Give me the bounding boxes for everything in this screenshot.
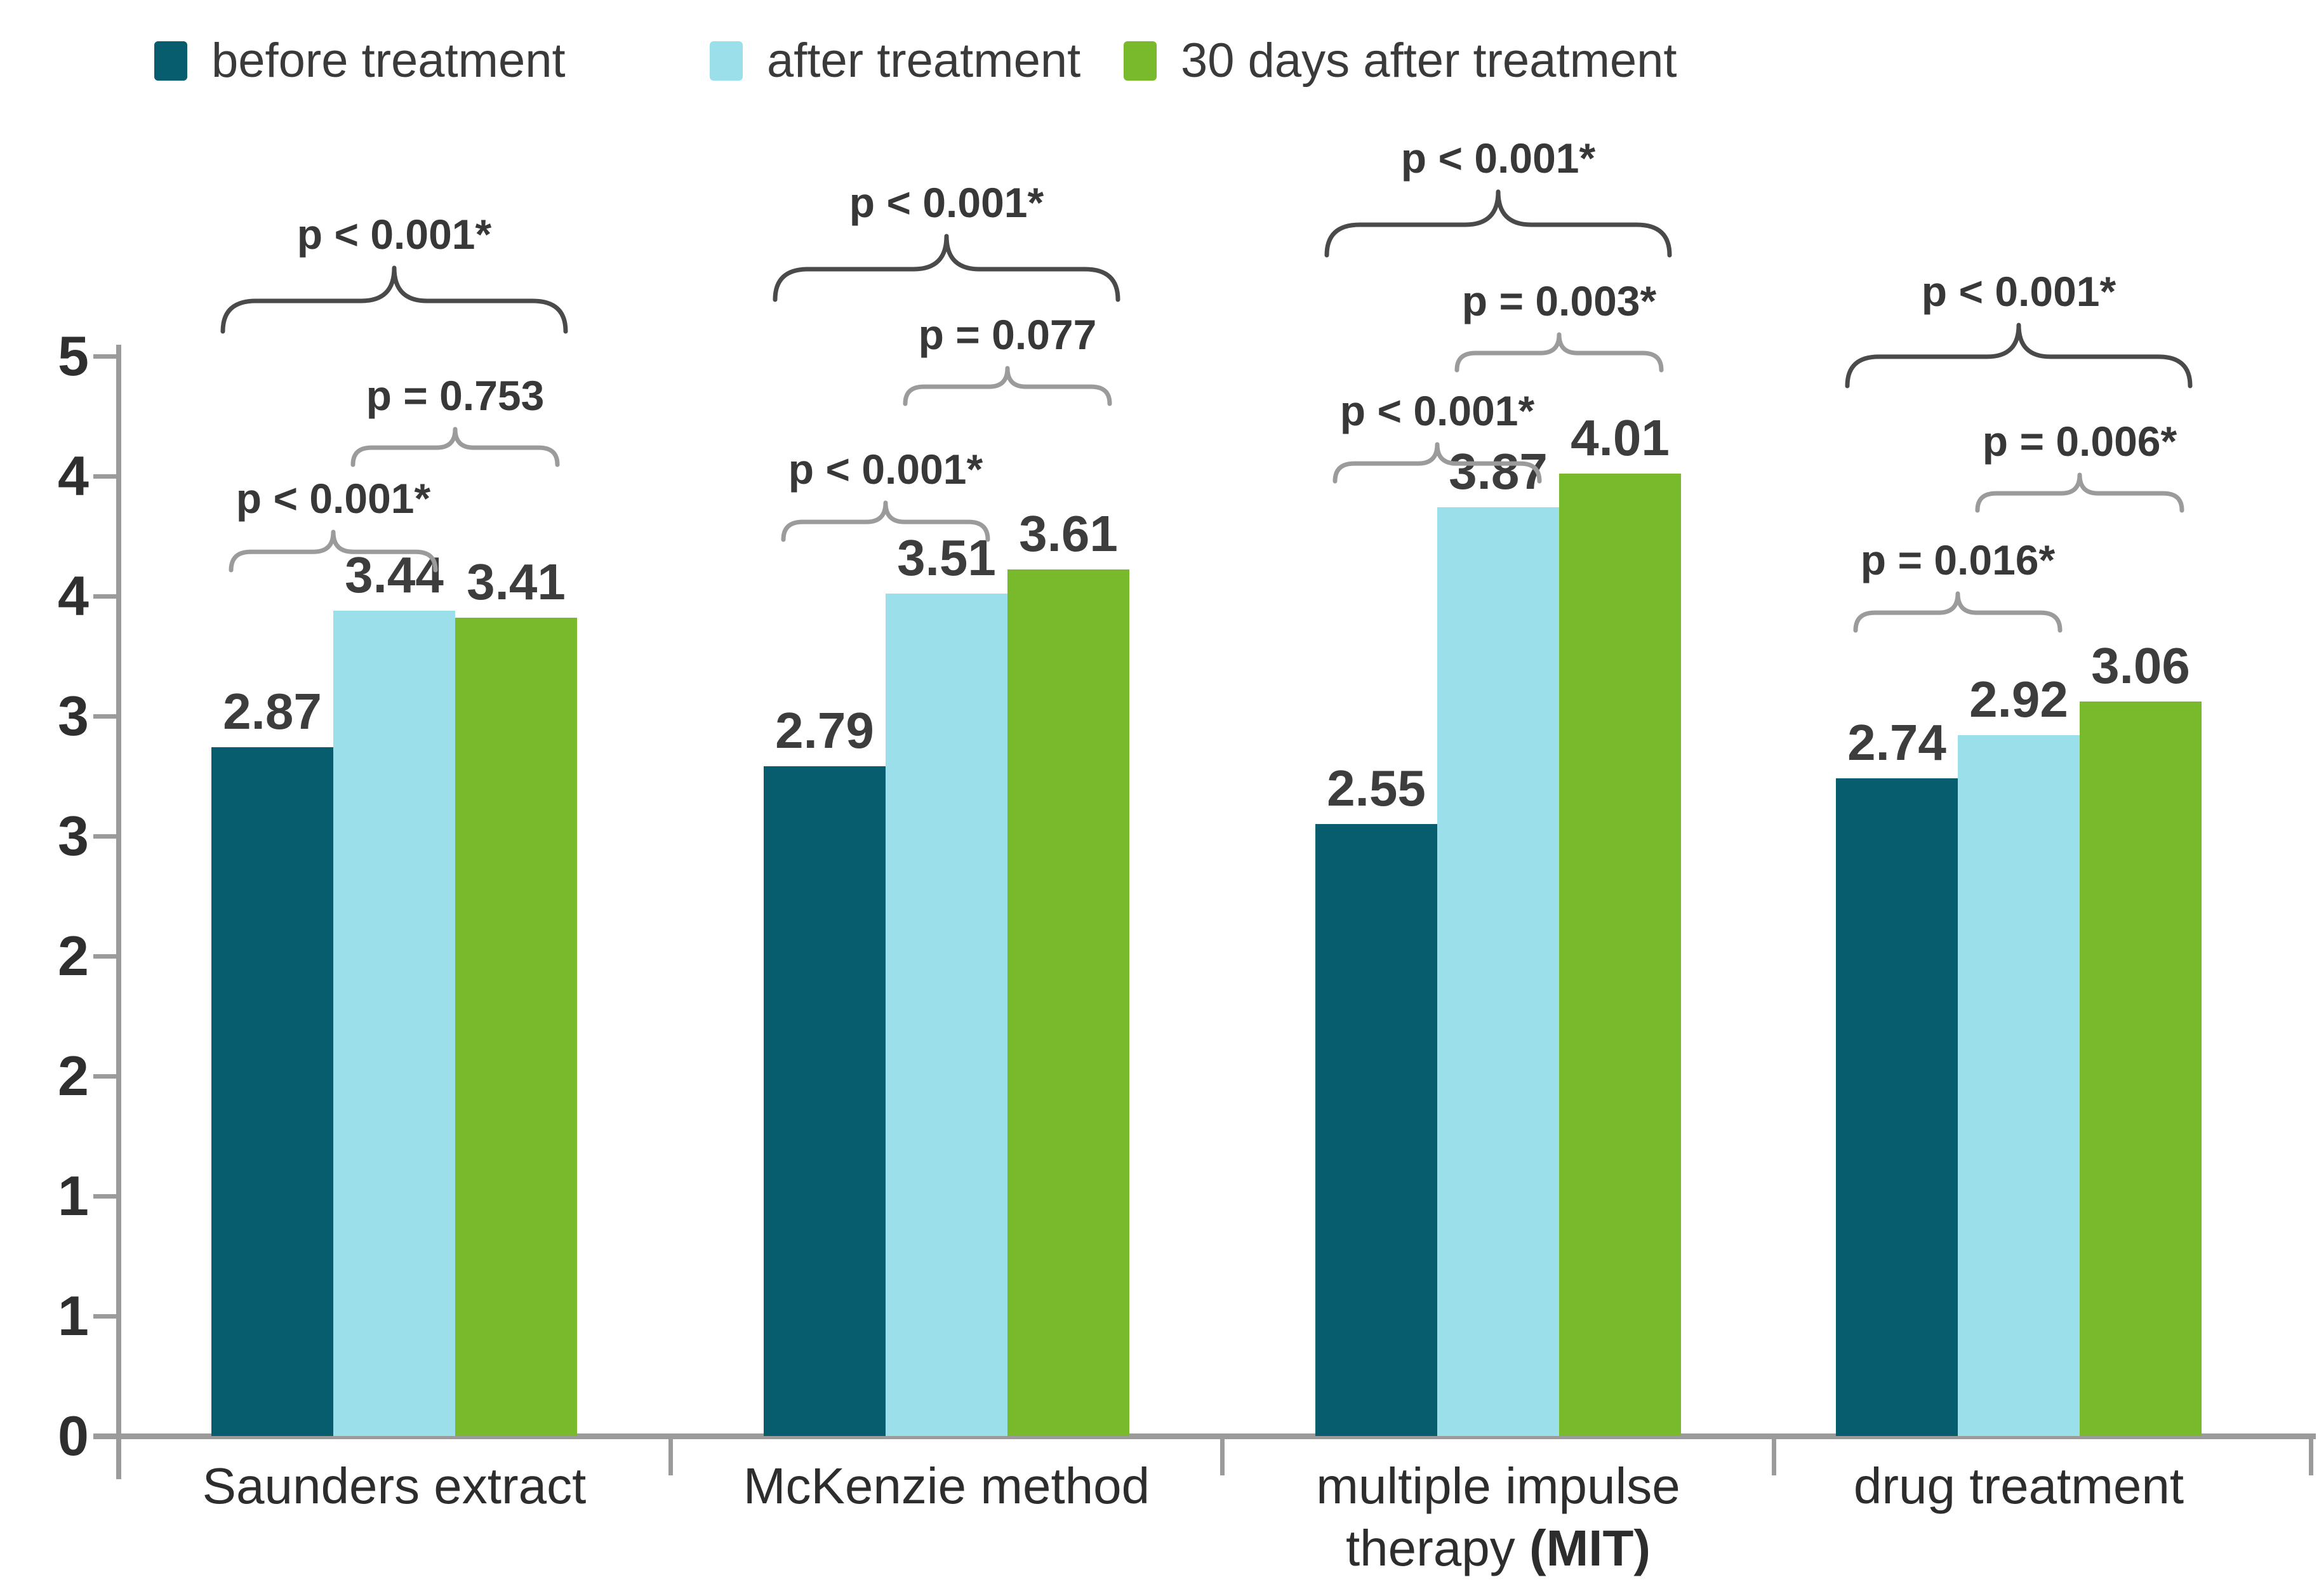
x-tick — [1220, 1436, 1225, 1475]
y-tick — [93, 1314, 119, 1319]
significance-brace — [1454, 332, 1664, 373]
legend-label: before treatment — [211, 34, 566, 88]
y-tick-label: 4 — [58, 444, 89, 507]
category-label: multiple impulse therapy (MIT) — [1316, 1455, 1680, 1579]
bar-value-label: 3.41 — [467, 554, 566, 611]
bar-after-treatment — [1437, 507, 1559, 1436]
category-label-line: therapy (MIT) — [1345, 1519, 1651, 1576]
significance-brace — [781, 500, 990, 542]
p-value-label: p = 0.003* — [1461, 277, 1657, 324]
y-tick-label: 3 — [58, 684, 89, 747]
p-value-label: p = 0.016* — [1860, 536, 2056, 583]
legend-item-before-treatment: before treatment — [154, 30, 566, 91]
p-value-label: p < 0.001* — [849, 179, 1044, 226]
bar-after-treatment — [333, 610, 455, 1436]
significance-brace — [229, 529, 438, 573]
category-label-line: Saunders extract — [202, 1458, 587, 1514]
category-label-line: multiple impulse — [1316, 1458, 1680, 1514]
x-tick — [668, 1436, 673, 1475]
y-tick — [93, 594, 119, 599]
p-value-label: p < 0.001* — [236, 475, 431, 522]
p-value-label: p < 0.001* — [788, 446, 983, 493]
category-label: Saunders extract — [203, 1455, 587, 1517]
bar-value-label: 2.87 — [223, 683, 322, 740]
bar-value-label: 4.01 — [1571, 409, 1670, 467]
p-value-label: p < 0.001* — [1339, 387, 1535, 434]
bar-before-treatment — [1315, 824, 1437, 1436]
bar-value-label: 2.55 — [1327, 760, 1426, 817]
category-label-line: McKenzie method — [743, 1458, 1150, 1514]
before-treatment-swatch-icon — [154, 41, 187, 81]
y-axis-line — [116, 345, 121, 1479]
legend-item-30-days-after-treatment: 30 days after treatment — [1124, 30, 1677, 91]
bar-30-days-after-treatment — [455, 618, 577, 1436]
y-tick-label: 1 — [58, 1164, 89, 1227]
category-label: drug treatment — [1854, 1455, 2184, 1517]
bar-30-days-after-treatment — [1559, 474, 1681, 1436]
y-tick-label: 2 — [58, 1044, 89, 1107]
p-value-label: p < 0.001* — [1921, 268, 2116, 315]
y-tick-label: 3 — [58, 804, 89, 867]
bar-value-label: 2.74 — [1847, 714, 1946, 771]
bar-before-treatment — [764, 766, 886, 1436]
bar-after-treatment — [886, 594, 1007, 1436]
y-tick — [93, 714, 119, 719]
after-treatment-swatch-icon — [710, 41, 743, 81]
p-value-label: p < 0.001* — [296, 211, 492, 258]
bar-before-treatment — [1836, 778, 1958, 1436]
y-tick — [93, 1194, 119, 1199]
bar-value-label: 2.79 — [775, 702, 874, 759]
significance-brace — [350, 427, 560, 467]
y-tick-label: 4 — [58, 564, 89, 627]
y-tick — [93, 474, 119, 479]
p-value-label: p = 0.753 — [366, 372, 545, 419]
bar-value-label: 2.92 — [1969, 671, 2068, 728]
significance-brace — [220, 265, 568, 334]
legend-label: after treatment — [767, 34, 1081, 88]
category-label: McKenzie method — [743, 1455, 1150, 1517]
bar-before-treatment — [211, 747, 333, 1436]
significance-brace — [903, 366, 1112, 406]
y-tick-label: 2 — [58, 924, 89, 987]
bar-value-label: 3.44 — [345, 546, 444, 603]
significance-brace — [1332, 442, 1542, 484]
x-tick — [2309, 1436, 2313, 1475]
category-label-line: drug treatment — [1853, 1458, 2184, 1514]
y-tick-label: 5 — [58, 324, 89, 387]
bar-value-label: 3.61 — [1019, 505, 1118, 562]
y-tick-label: 0 — [58, 1404, 89, 1467]
p-value-label: p = 0.077 — [918, 311, 1097, 358]
p-value-label: p = 0.006* — [1982, 418, 2177, 465]
y-tick — [93, 834, 119, 839]
significance-brace — [1845, 323, 2193, 389]
bar-after-treatment — [1958, 735, 2080, 1436]
bar-value-label: 3.06 — [2091, 637, 2190, 695]
significance-brace — [1975, 472, 2184, 513]
significance-brace — [1324, 189, 1672, 258]
p-value-label: p < 0.001* — [1400, 135, 1596, 182]
bar-30-days-after-treatment — [1007, 569, 1129, 1436]
bar-value-label: 3.87 — [1449, 443, 1548, 500]
significance-brace — [1853, 591, 2063, 633]
x-axis-line — [93, 1433, 2316, 1439]
y-tick — [93, 354, 119, 359]
x-tick — [1772, 1436, 1776, 1475]
bar-value-label: 3.51 — [897, 529, 996, 587]
legend-label: 30 days after treatment — [1181, 34, 1677, 88]
y-tick — [93, 954, 119, 959]
significance-brace — [773, 234, 1120, 302]
chart-legend: before treatment after treatment 30 days… — [0, 30, 2319, 100]
bar-30-days-after-treatment — [2080, 702, 2202, 1436]
y-tick-label: 1 — [58, 1284, 89, 1347]
y-tick — [93, 1074, 119, 1079]
thirty-days-after-treatment-swatch-icon — [1124, 41, 1157, 81]
y-tick — [93, 1434, 119, 1439]
legend-item-after-treatment: after treatment — [710, 30, 1080, 91]
